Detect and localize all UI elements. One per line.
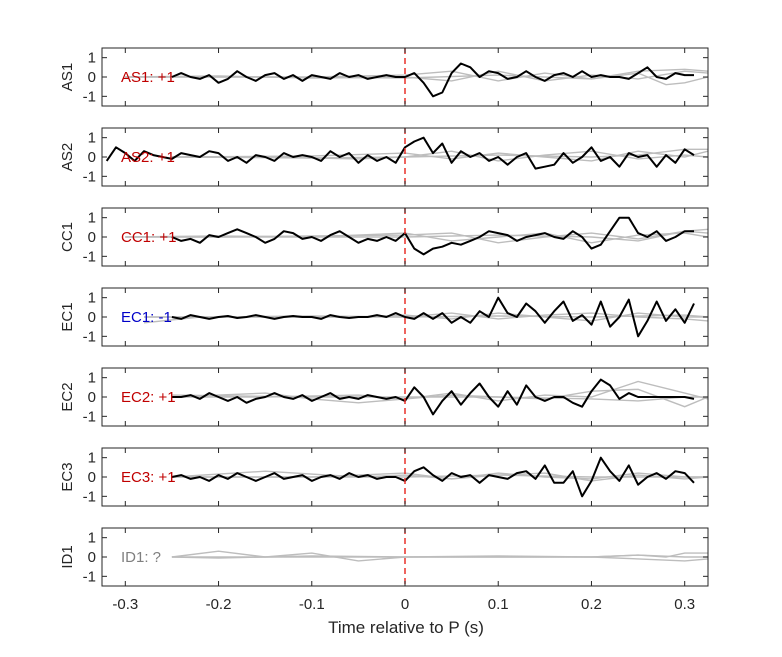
y-tick-label: -1 xyxy=(83,328,96,345)
y-tick-label: -1 xyxy=(83,488,96,505)
y-tick-label: 1 xyxy=(88,370,96,387)
y-axis-label: AS1 xyxy=(59,63,76,91)
y-tick-label: 1 xyxy=(88,290,96,307)
panels-group: 1 0 -1 AS1 AS1: +1 1 0 -1 AS2 AS2: +1 1 0 -1 CC1 CC1: … xyxy=(59,47,709,587)
gray-series-line xyxy=(171,474,708,478)
panel-ec2: 1 0 -1 EC2 EC2: +1 xyxy=(59,367,709,427)
y-tick-label: -1 xyxy=(83,568,96,585)
y-tick-label: 1 xyxy=(88,450,96,467)
y-axis-label: EC2 xyxy=(59,382,76,411)
black-series-line xyxy=(171,62,694,98)
station-annotation: EC3: +1 xyxy=(121,469,176,486)
y-tick-label: -1 xyxy=(83,88,96,105)
y-tick-label: -1 xyxy=(83,168,96,185)
y-tick-label: 1 xyxy=(88,530,96,547)
x-tick-labels: -0.3 -0.2 -0.1 0 0.1 0.2 0.3 xyxy=(112,596,695,613)
station-annotation: CC1: +1 xyxy=(121,229,176,246)
y-axis-label: AS2 xyxy=(59,143,76,171)
y-tick-label: 1 xyxy=(88,130,96,147)
x-tick-label: -0.2 xyxy=(206,596,232,613)
x-tick-label: 0 xyxy=(401,596,409,613)
black-series-line xyxy=(171,456,695,498)
station-annotation: EC2: +1 xyxy=(121,389,176,406)
station-annotation: EC1: -1 xyxy=(121,309,172,326)
x-tick-label: -0.3 xyxy=(112,596,138,613)
x-tick-label: 0.1 xyxy=(488,596,509,613)
panel-as1: 1 0 -1 AS1 AS1: +1 xyxy=(59,47,709,107)
panel-id1: 1 0 -1 ID1 ID1: ? xyxy=(59,527,709,587)
black-series-line xyxy=(171,378,695,416)
y-tick-label: 0 xyxy=(88,469,96,486)
panel-cc1: 1 0 -1 CC1 CC1: +1 xyxy=(59,207,709,267)
y-tick-label: 0 xyxy=(88,549,96,566)
x-tick-label: -0.1 xyxy=(299,596,325,613)
black-series-line xyxy=(171,216,694,256)
panel-ec3: 1 0 -1 EC3 EC3: +1 xyxy=(59,447,709,507)
y-tick-label: -1 xyxy=(83,248,96,265)
y-axis-label: EC1 xyxy=(59,302,76,331)
gray-series-line xyxy=(171,554,708,559)
y-tick-label: 0 xyxy=(88,389,96,406)
y-tick-label: 0 xyxy=(88,229,96,246)
gray-series-line xyxy=(171,380,709,402)
x-tick-label: 0.2 xyxy=(581,596,602,613)
y-tick-label: 0 xyxy=(88,309,96,326)
x-tick-label: 0.3 xyxy=(674,596,695,613)
panel-ec1: 1 0 -1 EC1 EC1: -1 xyxy=(59,287,709,347)
black-series-line xyxy=(171,296,695,338)
y-tick-label: 1 xyxy=(88,50,96,67)
station-annotation: ID1: ? xyxy=(121,549,161,566)
y-tick-label: 1 xyxy=(88,210,96,227)
y-axis-label: ID1 xyxy=(59,545,76,568)
station-annotation: AS2: +1 xyxy=(121,149,175,166)
x-axis-label: Time relative to P (s) xyxy=(328,618,484,637)
gray-series-line xyxy=(171,148,708,159)
black-series-line xyxy=(105,136,695,170)
gray-series-line xyxy=(171,388,709,408)
y-tick-label: 0 xyxy=(88,149,96,166)
station-annotation: AS1: +1 xyxy=(121,69,175,86)
gray-series-line xyxy=(125,230,709,242)
y-axis-label: EC3 xyxy=(59,462,76,491)
panel-as2: 1 0 -1 AS2 AS2: +1 xyxy=(59,127,709,187)
y-axis-label: CC1 xyxy=(59,222,76,252)
y-tick-label: -1 xyxy=(83,408,96,425)
y-tick-label: 0 xyxy=(88,69,96,86)
